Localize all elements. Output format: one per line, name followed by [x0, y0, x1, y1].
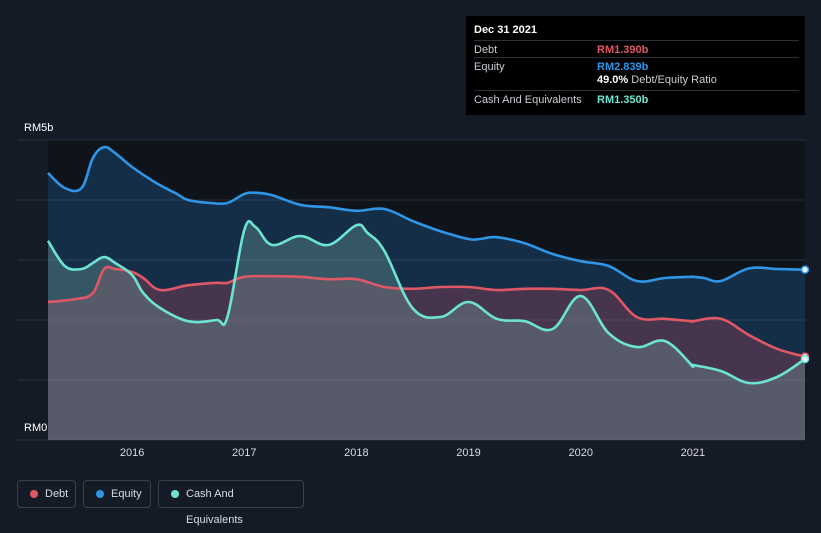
- hover-band: [48, 140, 805, 440]
- tooltip-ratio: 49.0% Debt/Equity Ratio: [597, 74, 717, 86]
- legend-equity-label: Equity: [111, 488, 142, 500]
- cash-and-equivalents-area: [48, 221, 805, 440]
- x-tick-label-2017: 2017: [232, 447, 257, 459]
- tooltip-equity-label: Equity: [474, 61, 505, 73]
- x-tick-label-2021: 2021: [680, 447, 706, 459]
- series-end-markers: [800, 265, 810, 364]
- legend-debt-label: Debt: [45, 488, 69, 500]
- legend-item-cash[interactable]: Cash And Equivalents: [158, 480, 304, 526]
- equity-dot-icon: [96, 490, 104, 498]
- equity-area: [48, 147, 805, 440]
- tooltip-cash-value: RM1.350b: [597, 94, 649, 106]
- series-areas: [48, 147, 805, 440]
- tooltip-row-cash: Cash And Equivalents RM1.350b: [474, 90, 799, 108]
- x-tick-label-2019: 2019: [456, 447, 481, 459]
- x-tick-label-2016: 2016: [119, 447, 145, 459]
- tooltip-cash-label: Cash And Equivalents: [474, 94, 582, 106]
- cash-and-equivalents-line: [46, 219, 806, 385]
- debt-area: [48, 266, 805, 440]
- tooltip-date: Dec 31 2021: [474, 24, 537, 36]
- legend-cash-label: Cash And Equivalents: [186, 488, 243, 526]
- y-tick-label-max: RM5b: [24, 122, 54, 134]
- series-lines: [46, 145, 806, 385]
- tooltip-debt-value: RM1.390b: [597, 44, 649, 56]
- cash-dot-icon: [171, 490, 179, 498]
- tooltip: Dec 31 2021 Debt RM1.390b Equity RM2.839…: [466, 16, 805, 115]
- tooltip-ratio-value: 49.0%: [597, 74, 629, 86]
- x-tick-label-2020: 2020: [568, 447, 593, 459]
- equity-line: [47, 145, 806, 283]
- equity-end-marker: [800, 265, 810, 274]
- x-tick-label-2018: 2018: [344, 447, 369, 459]
- tooltip-row-debt: Debt RM1.390b: [474, 40, 799, 58]
- tooltip-row-equity: Equity RM2.839b: [474, 57, 799, 75]
- y-tick-label-min: RM0: [24, 422, 48, 434]
- tooltip-equity-value: RM2.839b: [597, 61, 649, 73]
- legend-item-debt[interactable]: Debt: [17, 480, 76, 508]
- tooltip-debt-label: Debt: [474, 44, 498, 56]
- cash-and-equivalents-end-marker: [800, 354, 810, 364]
- tooltip-ratio-label: Debt/Equity Ratio: [631, 74, 717, 86]
- debt-line: [47, 265, 806, 358]
- debt-dot-icon: [30, 490, 38, 498]
- legend-item-equity[interactable]: Equity: [83, 480, 151, 508]
